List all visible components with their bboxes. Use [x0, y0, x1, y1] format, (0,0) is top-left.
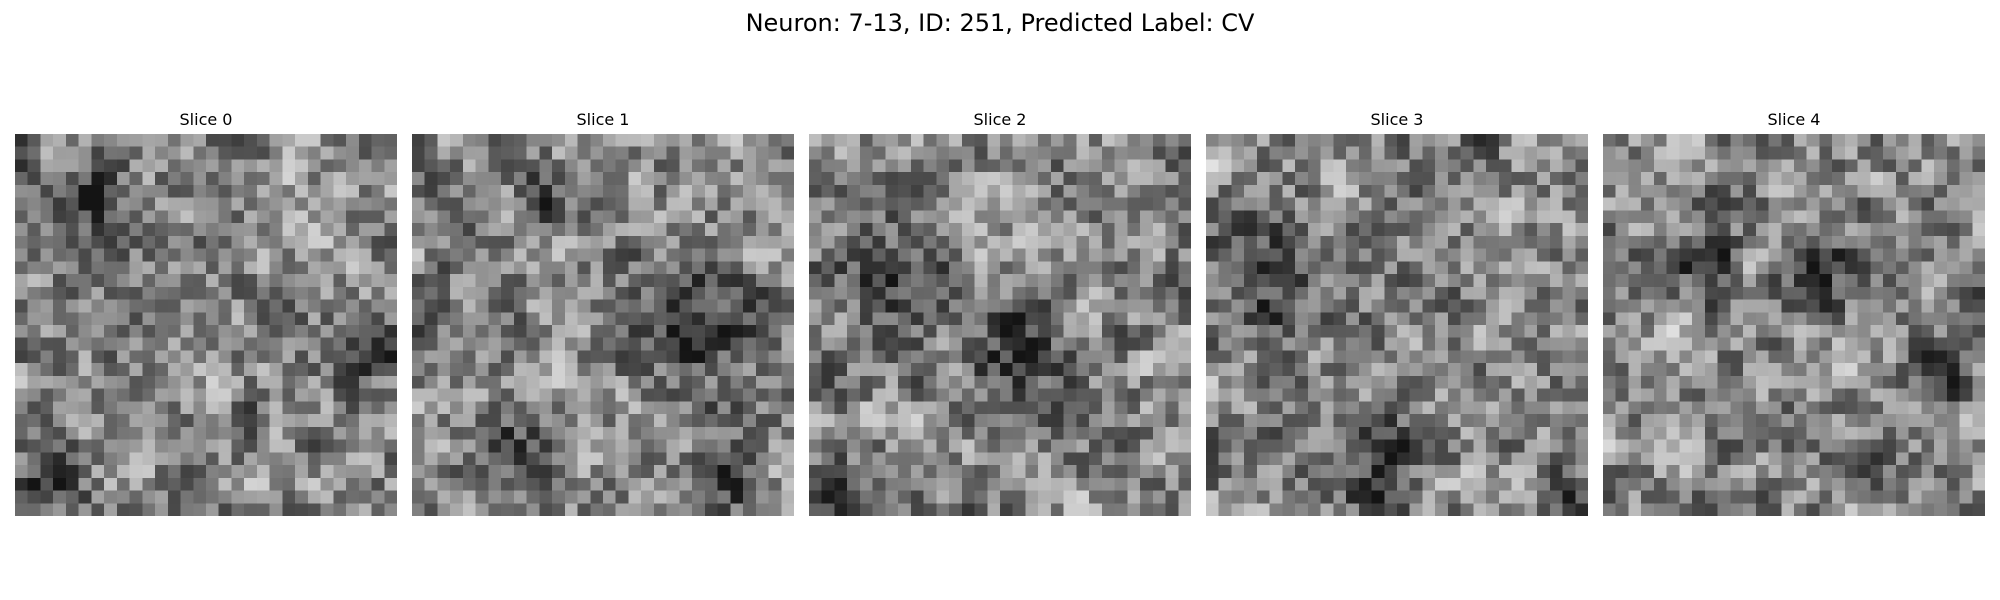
figure-title: Neuron: 7-13, ID: 251, Predicted Label: …: [745, 9, 1255, 37]
slice-1-image: [412, 134, 794, 516]
slice-0-image: [15, 134, 397, 516]
slice-3-image: [1206, 134, 1588, 516]
slice-3-title: Slice 3: [1370, 110, 1424, 129]
slice-2-title: Slice 2: [973, 110, 1027, 129]
slice-0-title: Slice 0: [179, 110, 233, 129]
slice-4-image: [1603, 134, 1985, 516]
slice-1-title: Slice 1: [576, 110, 630, 129]
slice-2-image: [809, 134, 1191, 516]
slice-4-title: Slice 4: [1767, 110, 1821, 129]
